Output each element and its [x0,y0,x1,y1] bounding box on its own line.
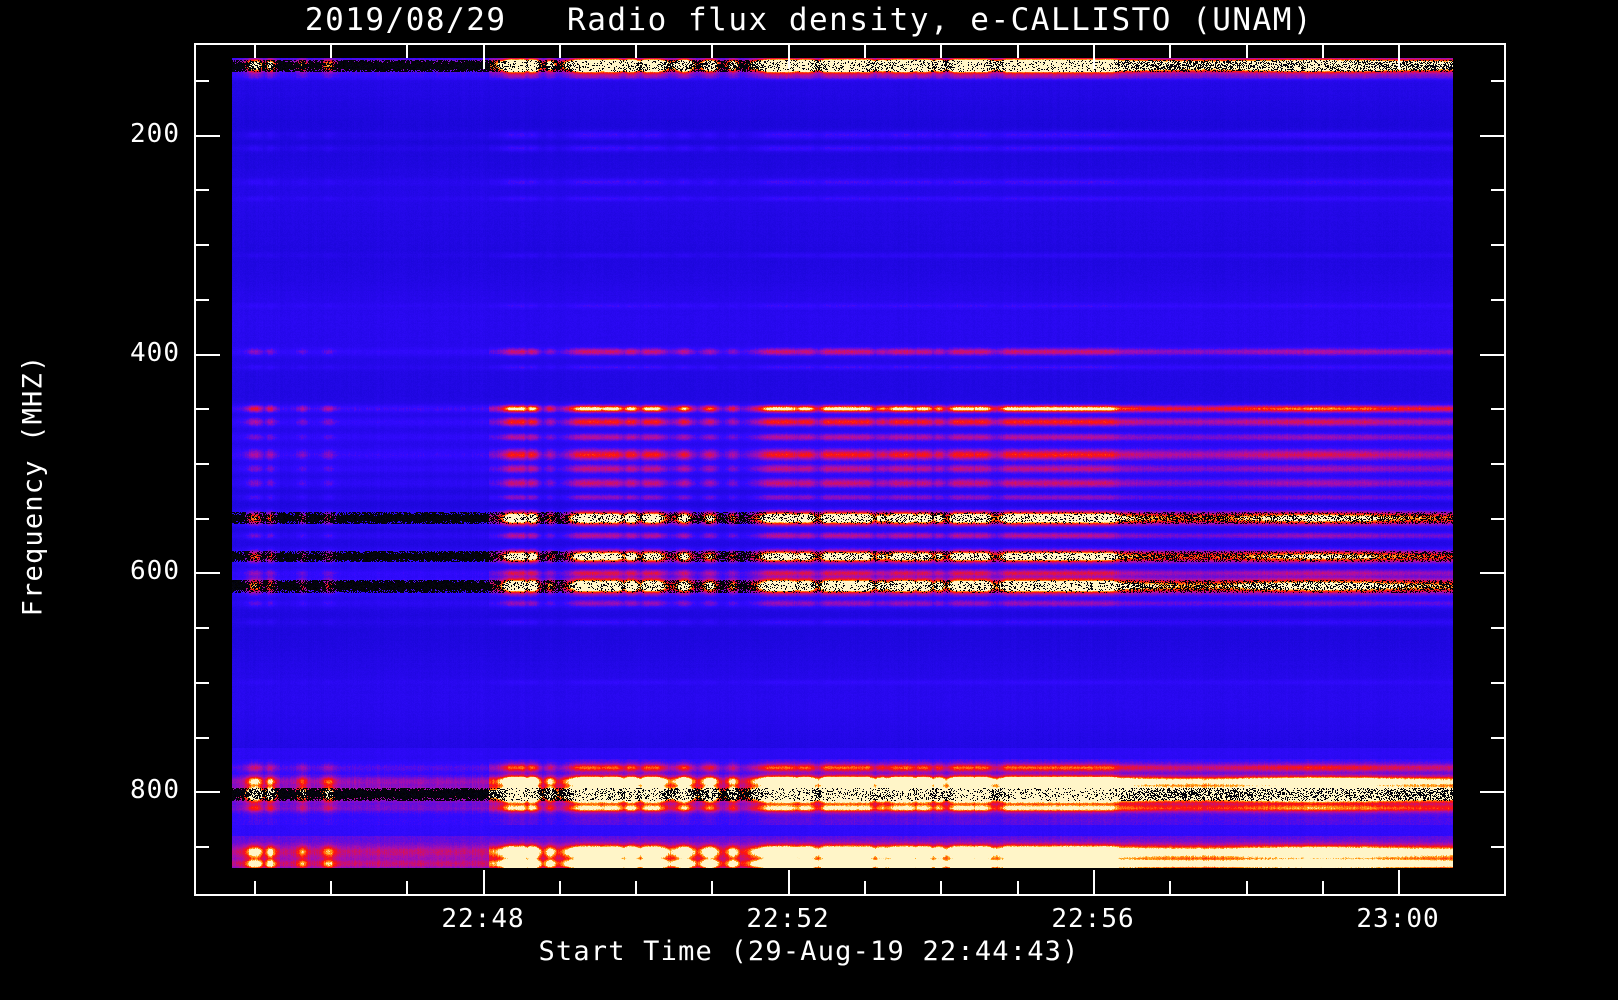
x-tick-minor [1169,881,1171,896]
y-tick-minor-right [1491,463,1506,465]
x-tick-major [1093,870,1095,896]
y-axis-title: Frequency (MHZ) [17,354,49,617]
y-tick-major [194,354,220,356]
x-tick-minor-top [1322,43,1324,58]
x-tick-minor-top [1246,43,1248,58]
x-tick-minor-top [940,43,942,58]
y-tick-minor-right [1491,682,1506,684]
x-tick-major [1398,870,1400,896]
x-tick-minor [1322,881,1324,896]
y-tick-minor [194,463,209,465]
x-tick-major-top [1093,43,1095,69]
x-tick-label: 22:56 [1051,904,1135,934]
y-tick-minor [194,408,209,410]
y-tick-minor-right [1491,518,1506,520]
x-axis-title: Start Time (29-Aug-19 22:44:43) [538,936,1080,967]
x-tick-major-top [788,43,790,69]
y-tick-major [194,572,220,574]
y-tick-major-right [1480,572,1506,574]
x-tick-minor [559,881,561,896]
y-tick-minor-right [1491,737,1506,739]
x-tick-minor-top [711,43,713,58]
x-tick-minor [1246,881,1248,896]
y-tick-label: 400 [130,338,180,368]
x-tick-minor [254,881,256,896]
y-tick-major [194,135,220,137]
y-tick-minor [194,80,209,82]
x-tick-minor-top [406,43,408,58]
x-tick-major-top [483,43,485,69]
x-tick-minor-top [635,43,637,58]
x-tick-minor-top [330,43,332,58]
x-tick-major [483,870,485,896]
y-tick-minor [194,627,209,629]
y-tick-minor [194,244,209,246]
x-tick-minor-top [1017,43,1019,58]
spectrogram-image [232,58,1453,868]
x-tick-minor-top [559,43,561,58]
plot-frame [194,43,1506,896]
y-tick-major-right [1480,135,1506,137]
y-tick-major-right [1480,791,1506,793]
x-tick-minor [711,881,713,896]
y-tick-minor-right [1491,244,1506,246]
x-tick-label: 22:48 [441,904,525,934]
y-tick-label: 800 [130,775,180,805]
x-tick-minor-top [1169,43,1171,58]
y-tick-minor [194,737,209,739]
y-tick-minor [194,846,209,848]
x-tick-minor [330,881,332,896]
y-tick-minor-right [1491,299,1506,301]
x-tick-minor-top [254,43,256,58]
y-tick-minor [194,518,209,520]
y-tick-minor-right [1491,846,1506,848]
x-tick-minor [1017,881,1019,896]
y-tick-minor-right [1491,627,1506,629]
y-tick-major [194,791,220,793]
page-title: 2019/08/29 Radio flux density, e-CALLIST… [304,2,1314,38]
x-tick-minor [864,881,866,896]
y-tick-minor [194,682,209,684]
x-tick-minor [635,881,637,896]
y-tick-minor-right [1491,408,1506,410]
x-tick-major-top [1398,43,1400,69]
x-tick-minor [940,881,942,896]
x-tick-major [788,870,790,896]
x-tick-label: 22:52 [746,904,830,934]
x-tick-minor [406,881,408,896]
y-tick-label: 200 [130,119,180,149]
y-tick-label: 600 [130,556,180,586]
y-tick-minor [194,299,209,301]
x-tick-minor-top [864,43,866,58]
y-tick-minor [194,189,209,191]
y-tick-minor-right [1491,189,1506,191]
y-tick-major-right [1480,354,1506,356]
x-tick-label: 23:00 [1356,904,1440,934]
y-tick-minor-right [1491,80,1506,82]
